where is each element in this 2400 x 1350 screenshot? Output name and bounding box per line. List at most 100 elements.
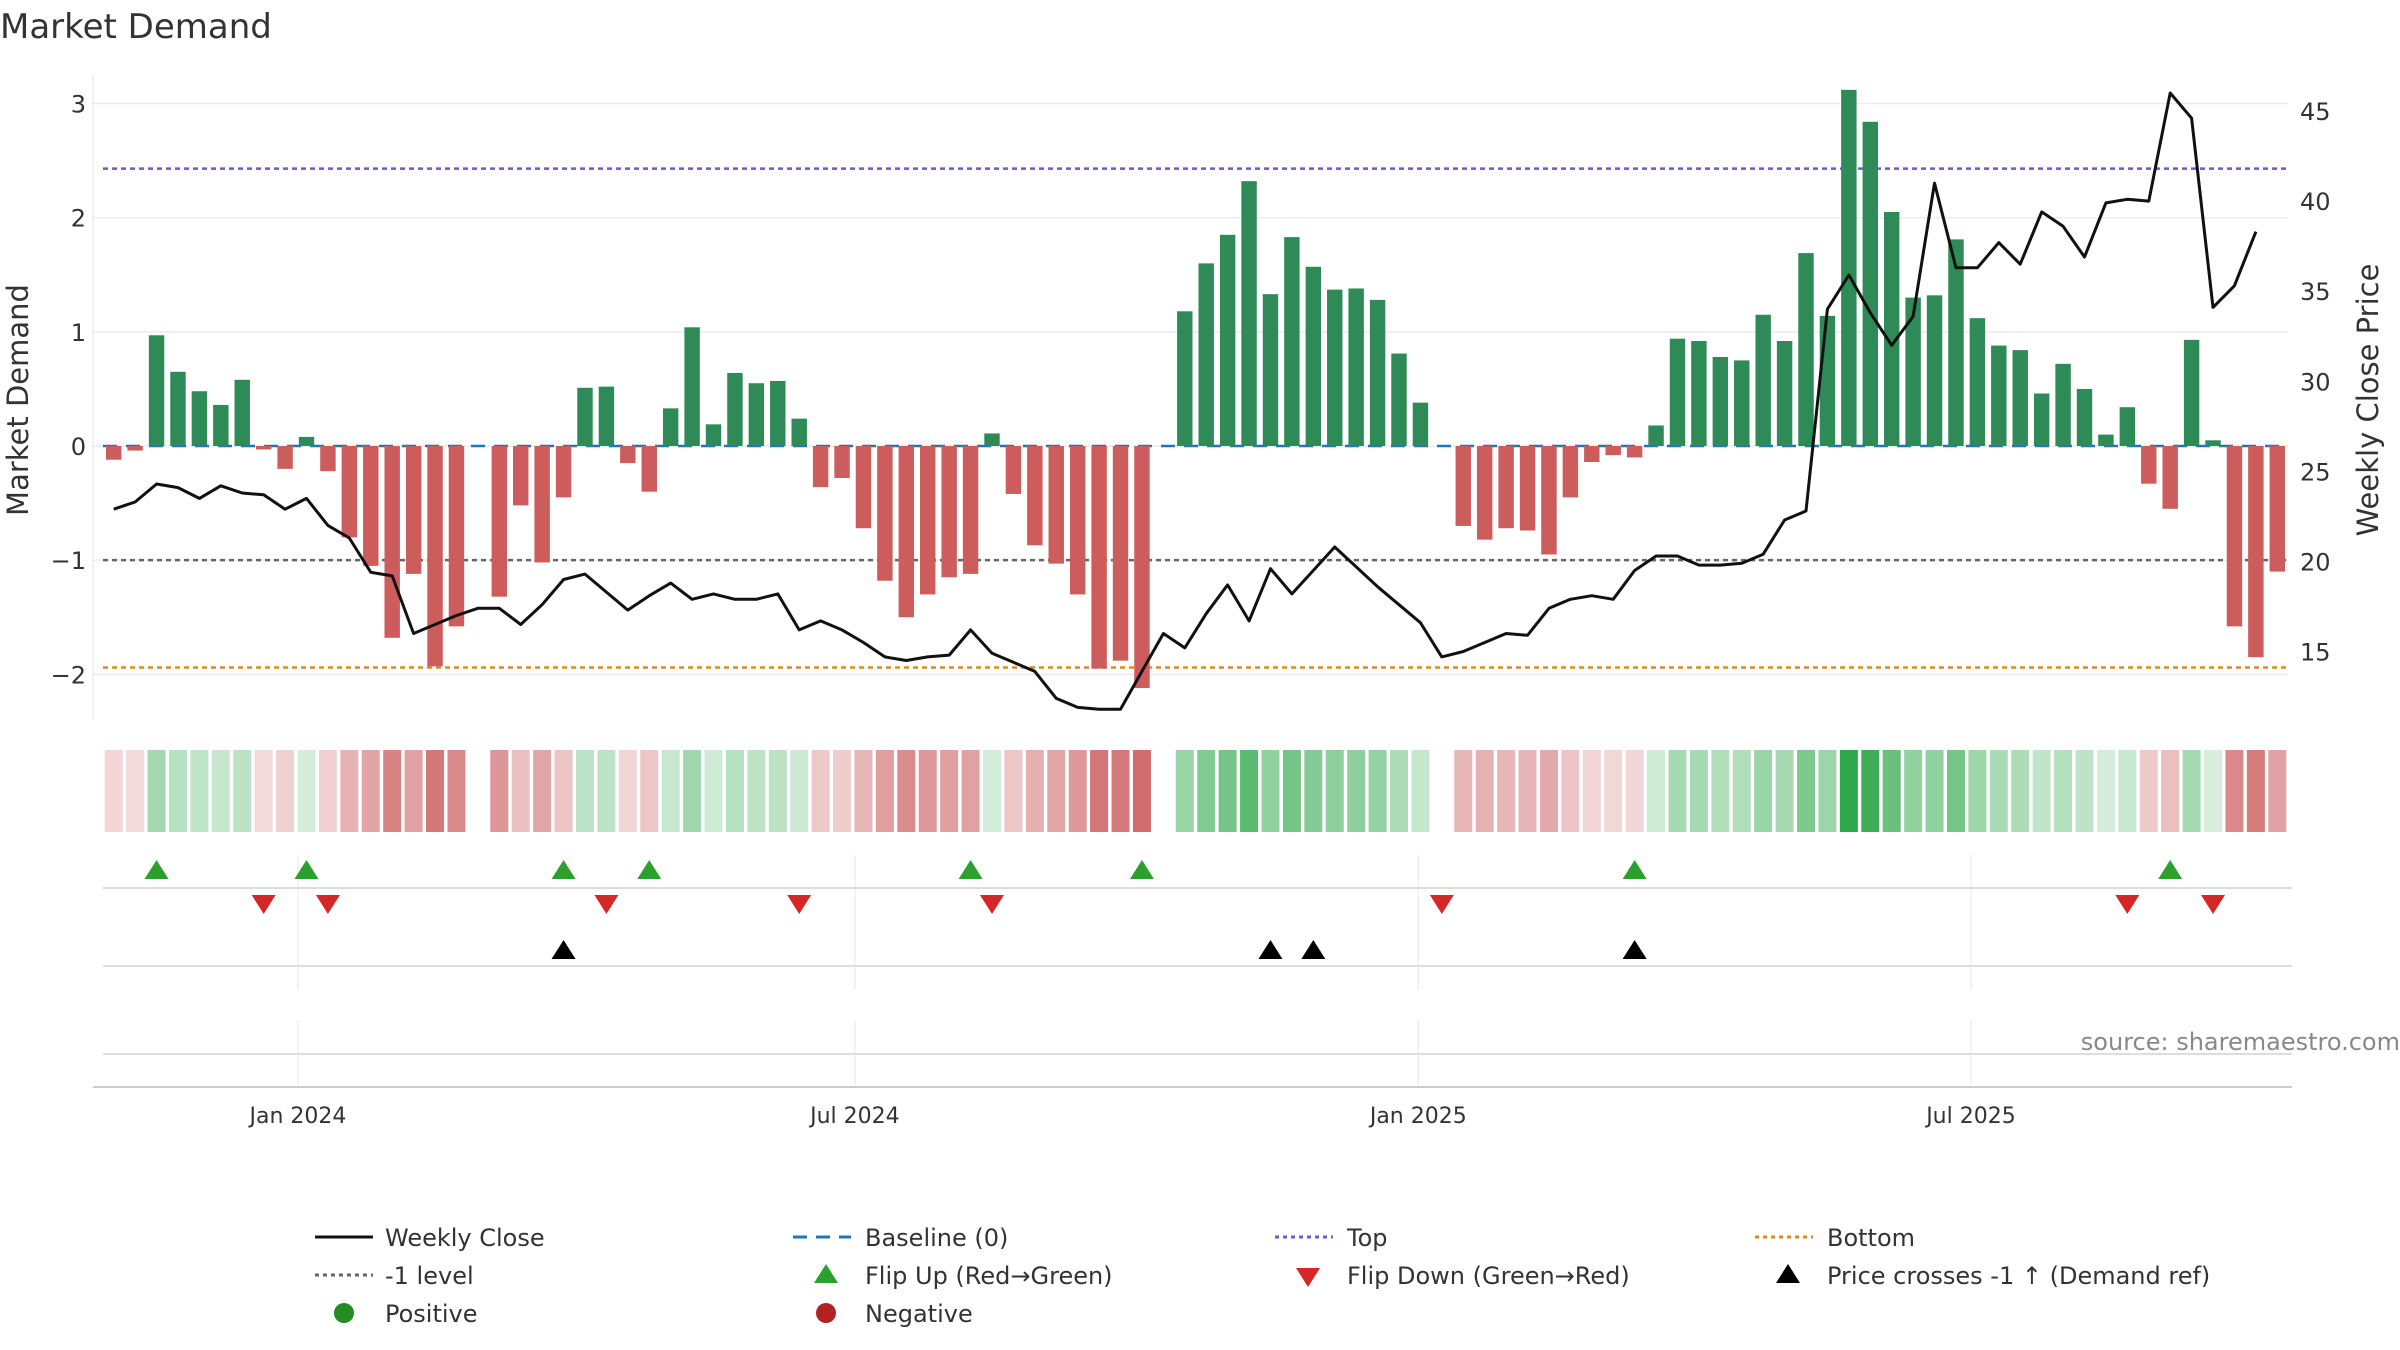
- demand-bar-negative: [1541, 446, 1557, 555]
- heat-cell-negative: [126, 750, 145, 832]
- x-axis-ticks: Jan 2024 Jul 2024 Jan 2025 Jul 2025: [247, 1104, 2015, 1129]
- demand-bar-negative: [877, 446, 893, 581]
- demand-bar-positive: [213, 404, 229, 447]
- heat-cell-positive: [190, 750, 209, 832]
- demand-bar-positive: [148, 335, 165, 447]
- y2-axis-ticks: 15 20 25 30 35 40 45: [2300, 98, 2331, 667]
- demand-bar-negative: [1005, 446, 1022, 494]
- y-tick-label: 2: [71, 205, 86, 233]
- y2-tick-label: 15: [2300, 639, 2331, 667]
- demand-bar-positive: [1262, 294, 1279, 447]
- legend-baseline-label: Baseline (0): [865, 1224, 1008, 1252]
- legend-positive-swatch: [334, 1303, 354, 1323]
- source-note: source: sharemaestro.com: [2081, 1028, 2400, 1056]
- demand-bar-positive: [1776, 340, 1793, 447]
- demand-bar-positive: [1305, 266, 1322, 447]
- price-cross-marker: [1622, 940, 1647, 959]
- demand-bar-positive: [1926, 295, 1943, 447]
- heat-cell-positive: [1390, 750, 1409, 832]
- demand-bar-negative: [427, 446, 443, 667]
- heat-cell-positive: [1797, 750, 1816, 832]
- demand-bar-positive: [1219, 234, 1236, 447]
- y2-tick-label: 25: [2300, 458, 2331, 486]
- heat-cell-negative: [1132, 750, 1151, 832]
- demand-bar-positive: [2033, 393, 2050, 447]
- heat-cell-negative: [918, 750, 937, 832]
- demand-bar-negative: [1562, 446, 1579, 498]
- demand-bar-positive: [1948, 239, 1964, 447]
- legend-minus-one-label: -1 level: [385, 1262, 474, 1290]
- y2-tick-label: 35: [2300, 278, 2331, 306]
- demand-bar-positive: [2183, 339, 2200, 447]
- demand-bar-negative: [898, 446, 915, 618]
- flip-up-marker: [144, 860, 169, 879]
- legend-negative-swatch: [816, 1303, 836, 1323]
- legend-flip-up-swatch: [814, 1264, 838, 1283]
- heat-cell-negative: [276, 750, 295, 832]
- demand-bar-positive: [662, 408, 679, 447]
- demand-bar-negative: [1091, 446, 1107, 669]
- heat-cell-negative: [554, 750, 573, 832]
- heat-cell-negative: [1625, 750, 1644, 832]
- heat-cell-negative: [1604, 750, 1623, 832]
- demand-bar-positive: [1648, 425, 1664, 447]
- heat-cell-positive: [1261, 750, 1280, 832]
- legend: Weekly Close Baseline (0) Top Bottom -1 …: [315, 1224, 2210, 1328]
- demand-bar-positive: [770, 380, 786, 447]
- demand-bar-positive: [1883, 211, 1900, 447]
- heat-cell-positive: [1882, 750, 1901, 832]
- flip-up-marker: [637, 860, 662, 879]
- flip-up-marker: [294, 860, 319, 879]
- demand-bar-negative: [620, 446, 636, 464]
- heat-cell-positive: [1282, 750, 1301, 832]
- price-cross-marker: [1301, 940, 1326, 959]
- legend-negative-label: Negative: [865, 1300, 973, 1328]
- flip-up-marker: [1622, 860, 1647, 879]
- event-markers: [144, 860, 2226, 959]
- heat-cell-negative: [1475, 750, 1494, 832]
- heat-cell-positive: [1925, 750, 1944, 832]
- y2-axis-label: Weekly Close Price: [2351, 264, 2385, 537]
- y-tick-label: −2: [51, 661, 86, 689]
- demand-bar-negative: [555, 446, 572, 498]
- y-axis-ticks: −2 −1 0 1 2 3: [51, 91, 86, 690]
- demand-bar-positive: [170, 371, 186, 447]
- heat-cell-positive: [1175, 750, 1194, 832]
- heat-cell-negative: [897, 750, 916, 832]
- heat-cell-negative: [940, 750, 959, 832]
- flip-down-marker: [1429, 895, 1454, 914]
- legend-top-label: Top: [1346, 1224, 1388, 1252]
- heat-strip: [104, 750, 2287, 832]
- demand-bar-negative: [920, 446, 936, 595]
- flip-down-marker: [2201, 895, 2226, 914]
- demand-bar-positive: [1327, 289, 1343, 447]
- heat-cell-negative: [1068, 750, 1087, 832]
- demand-bar-positive: [1412, 402, 1429, 447]
- demand-bar-negative: [1519, 446, 1536, 531]
- demand-bar-positive: [2012, 350, 2028, 447]
- flip-down-marker: [315, 895, 340, 914]
- x-tick-label: Jul 2025: [1924, 1104, 2016, 1129]
- y2-tick-label: 40: [2300, 188, 2331, 216]
- weekly-close-line: [113, 91, 2258, 711]
- demand-bar-positive: [1819, 315, 1836, 447]
- heat-cell-negative: [533, 750, 552, 832]
- demand-bar-negative: [1584, 446, 1600, 462]
- demand-bar-negative: [2141, 446, 2157, 484]
- demand-bar-positive: [1712, 356, 1729, 447]
- demand-bar-positive: [984, 433, 1000, 447]
- demand-bar-negative: [2162, 446, 2178, 509]
- demand-bar-positive: [1905, 297, 1921, 447]
- legend-flip-up-label: Flip Up (Red→Green): [865, 1262, 1113, 1290]
- demand-bar-positive: [1391, 353, 1407, 447]
- legend-price-cross-label: Price crosses -1 ↑ (Demand ref): [1827, 1262, 2210, 1290]
- demand-bar-negative: [513, 446, 529, 506]
- legend-price-cross-swatch: [1776, 1264, 1800, 1283]
- demand-bar-negative: [363, 446, 379, 566]
- heat-cell-positive: [1668, 750, 1687, 832]
- heat-cell-positive: [2011, 750, 2030, 832]
- heat-cell-positive: [1711, 750, 1730, 832]
- demand-bar-positive: [2119, 407, 2136, 447]
- flip-up-marker: [551, 860, 576, 879]
